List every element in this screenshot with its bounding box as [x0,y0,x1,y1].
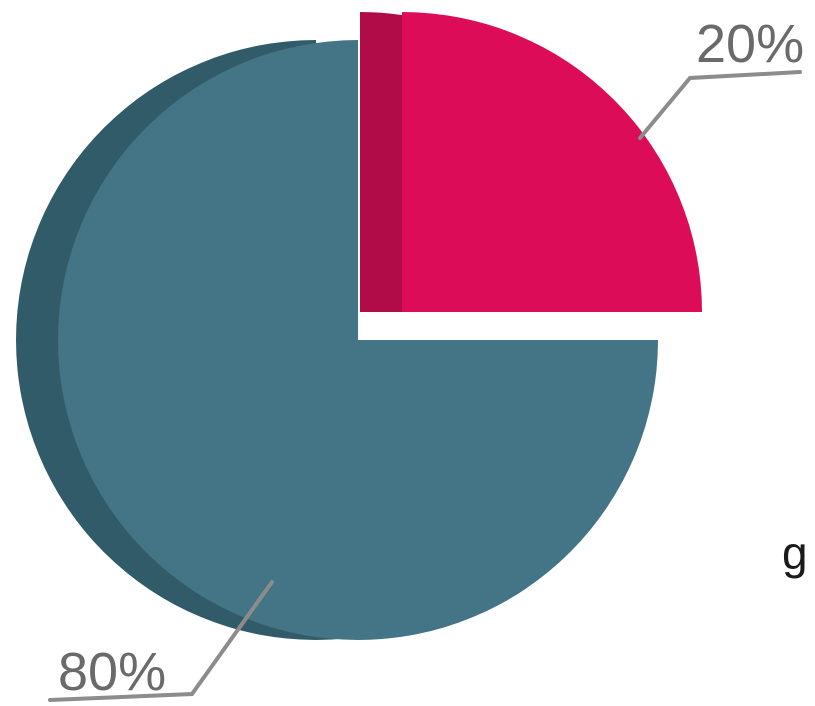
slice-label-80: 80% [58,642,166,702]
pie-slices [16,12,702,640]
leader-line-20 [638,70,802,140]
slice-label-20: 20% [696,14,804,74]
cropped-text-fragment: g [782,527,808,579]
slice-20 [402,12,702,312]
slice-80 [58,40,658,640]
leader-line-80 [48,580,274,702]
leader-lines [48,70,802,702]
